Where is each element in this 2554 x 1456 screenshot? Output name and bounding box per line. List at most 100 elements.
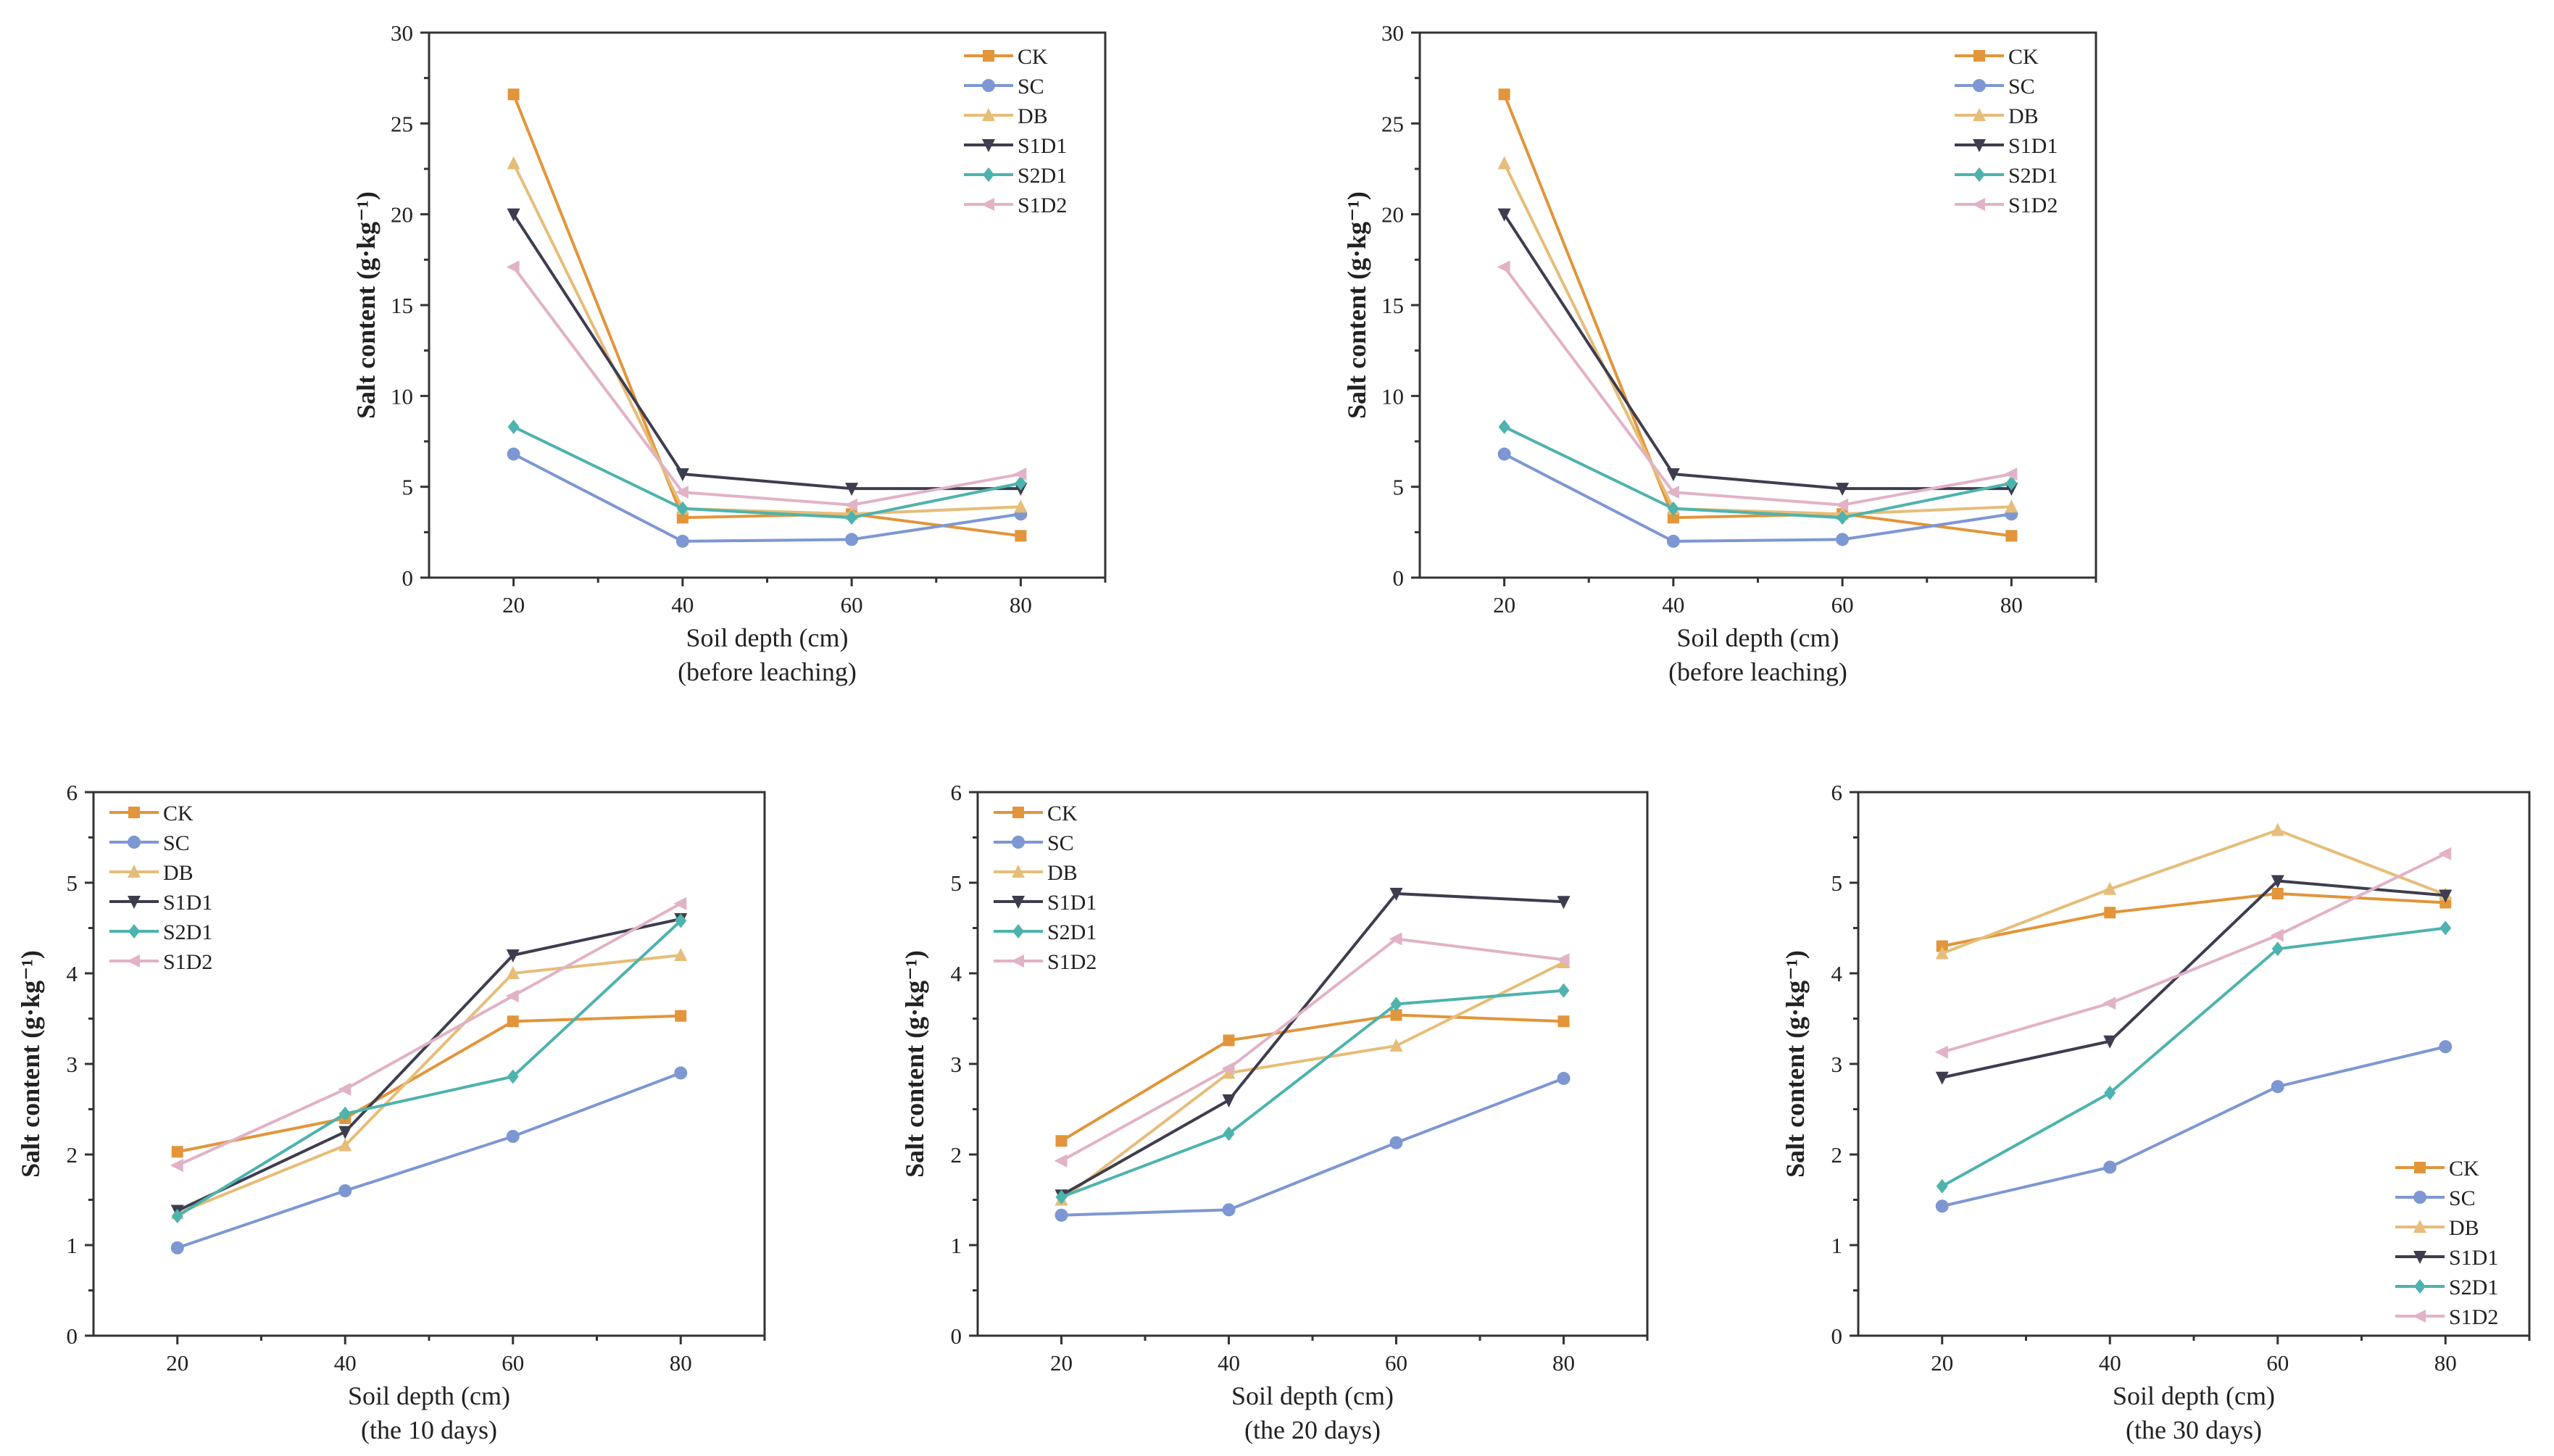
data-point xyxy=(1936,1178,1948,1194)
y-axis-label: Salt content (g·kg⁻¹) xyxy=(1342,191,1371,419)
y-axis-label: Salt content (g·kg⁻¹) xyxy=(352,191,380,419)
y-tick-label: 15 xyxy=(1381,293,1404,318)
data-point xyxy=(338,1083,352,1096)
data-point xyxy=(1013,467,1027,481)
legend-marker xyxy=(1012,896,1025,909)
data-point xyxy=(1498,88,1510,101)
data-point xyxy=(2439,1040,2453,1054)
legend-label: SC xyxy=(163,831,190,855)
y-tick-label: 3 xyxy=(67,1052,78,1077)
y-tick-label: 6 xyxy=(67,780,78,805)
series-s1d1 xyxy=(507,208,1028,496)
y-tick-label: 5 xyxy=(951,870,962,896)
legend-marker xyxy=(128,865,141,878)
x-tick-label: 40 xyxy=(2099,1350,2121,1376)
data-point xyxy=(2005,530,2018,542)
y-tick-label: 3 xyxy=(951,1052,962,1077)
data-point xyxy=(676,512,689,524)
series-s1d2 xyxy=(1054,932,1570,1168)
series-s1d1 xyxy=(1055,888,1571,1203)
y-tick-label: 2 xyxy=(67,1142,78,1168)
data-point xyxy=(1836,483,1850,496)
series-ck xyxy=(1498,88,2018,542)
data-point xyxy=(1223,1126,1235,1141)
y-axis-label: Salt content (g·kg⁻¹) xyxy=(900,950,929,1178)
y-tick-label: 20 xyxy=(1381,202,1404,228)
y-tick-label: 0 xyxy=(1393,565,1405,591)
legend-marker xyxy=(1011,954,1024,968)
legend-item: CK xyxy=(994,802,1078,825)
y-tick-label: 5 xyxy=(67,870,78,896)
x-axis-sublabel: (before leaching) xyxy=(1668,657,1847,686)
data-point xyxy=(1935,1199,1949,1213)
x-axis-label: Soil depth (cm) xyxy=(1677,623,1839,652)
x-axis-sublabel: (the 20 days) xyxy=(1244,1415,1381,1444)
series-s2d1 xyxy=(1498,419,2018,525)
y-tick-label: 6 xyxy=(951,780,962,805)
series-sc xyxy=(1055,1072,1571,1222)
series-ck xyxy=(1055,1009,1570,1147)
data-point xyxy=(2104,907,2116,919)
data-point xyxy=(1665,486,1679,499)
legend-item: CK xyxy=(109,802,194,825)
series-line xyxy=(512,162,1021,516)
series-s1d2 xyxy=(1934,847,2452,1059)
series-line xyxy=(1503,425,2012,520)
series-line xyxy=(512,266,1021,507)
data-point xyxy=(1557,983,1570,998)
data-point xyxy=(1498,419,1510,434)
series-line xyxy=(177,1014,681,1154)
data-point xyxy=(1837,510,1849,525)
data-point xyxy=(846,510,858,525)
data-point xyxy=(2271,1080,2284,1094)
series-line xyxy=(1060,1013,1564,1142)
data-point xyxy=(674,1066,688,1080)
chart-panel: 0 5 10 15 20 25 30 20 40 60 80 Soil depth (cm) (befo… xyxy=(1342,20,2097,686)
legend-label: DB xyxy=(2449,1216,2479,1240)
data-point xyxy=(1222,1094,1236,1107)
legend-label: CK xyxy=(163,802,194,825)
data-point xyxy=(673,897,687,910)
x-tick-label: 40 xyxy=(671,592,694,617)
series-line xyxy=(1061,1077,1565,1217)
legend-marker xyxy=(982,108,995,121)
series-line xyxy=(176,954,681,1215)
legend-marker xyxy=(982,139,995,152)
chart-panel: 0 1 2 3 4 5 6 20 40 60 80 Soil depth (cm) (the 20 da… xyxy=(900,780,1649,1444)
data-point xyxy=(1389,1039,1403,1052)
data-point xyxy=(1666,468,1680,482)
data-point xyxy=(2005,499,2018,513)
data-point xyxy=(505,989,519,1003)
series-s1d2 xyxy=(1497,260,2018,512)
y-tick-label: 6 xyxy=(1831,780,1843,805)
y-tick-label: 10 xyxy=(391,383,413,409)
chart-panel: 0 1 2 3 4 5 6 20 40 60 80 Soil depth (cm) (the 10 da… xyxy=(16,780,766,1444)
legend-marker xyxy=(2414,1279,2426,1294)
chart-panel: 0 1 2 3 4 5 6 20 40 60 80 Soil depth (cm) (the 30 da… xyxy=(1781,780,2531,1444)
data-point xyxy=(2271,941,2284,957)
x-tick-label: 40 xyxy=(334,1350,357,1376)
data-point xyxy=(2271,823,2284,836)
legend-item: DB xyxy=(994,861,1078,885)
data-point xyxy=(1835,498,1849,512)
series-line xyxy=(177,1071,681,1249)
series-line xyxy=(176,902,682,1167)
legend-marker xyxy=(1012,836,1025,849)
legend: CK SC DB S1D1 S2D1 S1D2 xyxy=(109,802,212,974)
series-s1d1 xyxy=(1935,875,2453,1085)
legend-item: S2D1 xyxy=(2395,1276,2498,1299)
x-tick-label: 80 xyxy=(1010,592,1032,617)
series-line xyxy=(1941,926,2446,1188)
legend-item: S2D1 xyxy=(109,920,212,944)
series-s2d1 xyxy=(171,913,687,1223)
data-point xyxy=(1497,260,1510,274)
x-tick-label: 20 xyxy=(166,1350,188,1376)
data-point xyxy=(675,913,687,928)
x-axis-sublabel: (the 10 days) xyxy=(361,1415,497,1444)
data-point xyxy=(506,1130,520,1143)
legend-item: CK xyxy=(1955,45,2039,69)
data-point xyxy=(675,1010,687,1022)
data-point xyxy=(1015,530,1027,542)
data-point xyxy=(2103,881,2117,895)
